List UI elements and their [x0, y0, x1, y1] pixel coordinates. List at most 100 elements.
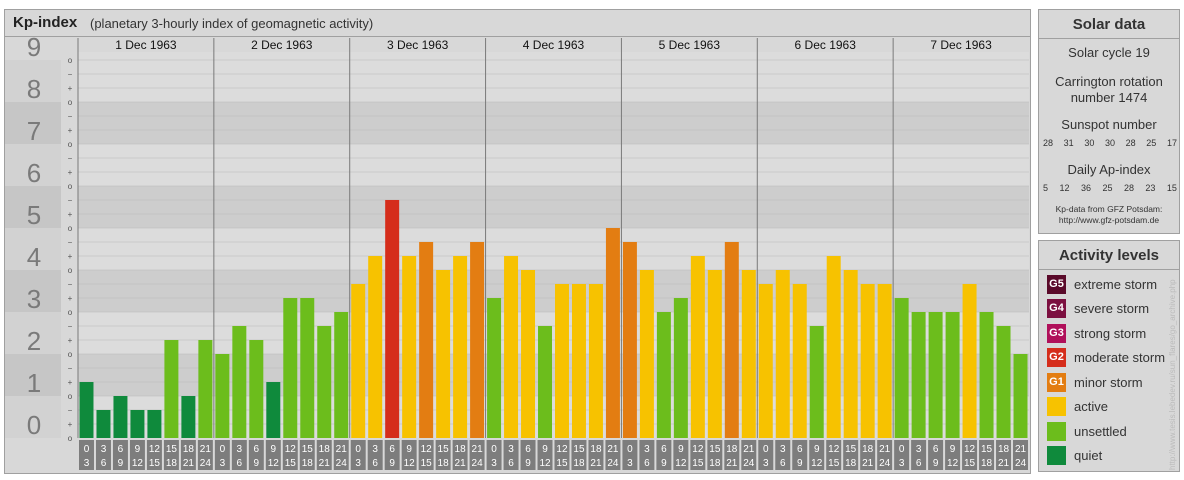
interval-start-label: 6	[389, 444, 395, 455]
interval-end-label: 3	[763, 458, 769, 469]
interval-start-label: 9	[950, 444, 956, 455]
interval-end-label: 18	[302, 458, 314, 469]
interval-end-label: 6	[508, 458, 514, 469]
y-level-label: 7	[27, 116, 41, 146]
day-header-band	[78, 38, 1029, 52]
interval-end-label: 15	[692, 458, 704, 469]
interval-end-label: 6	[644, 458, 650, 469]
ap-label: Daily Ap-index	[1067, 162, 1151, 177]
interval-start-label: 0	[220, 444, 226, 455]
sub-tick-label: o	[68, 308, 73, 317]
legend-g1: G1 minor storm	[1047, 372, 1143, 392]
chart-subtitle: (planetary 3-hourly index of geomagnetic…	[90, 16, 374, 31]
interval-end-label: 3	[220, 458, 226, 469]
interval-end-label: 24	[472, 458, 484, 469]
interval-start-label: 12	[421, 444, 433, 455]
sub-tick-label: o	[68, 266, 73, 275]
sub-tick-label: −	[68, 280, 73, 289]
interval-box	[605, 440, 621, 470]
kp-bar	[928, 312, 943, 438]
interval-box	[928, 440, 944, 470]
y-label-band	[5, 396, 61, 438]
interval-end-label: 24	[336, 458, 348, 469]
interval-start-label: 18	[455, 444, 467, 455]
kp-bar	[334, 312, 349, 438]
interval-end-label: 3	[899, 458, 905, 469]
interval-start-label: 9	[406, 444, 412, 455]
kp-bar	[588, 283, 603, 438]
interval-start-label: 21	[472, 444, 484, 455]
interval-end-label: 18	[573, 458, 585, 469]
sub-tick-label: −	[68, 196, 73, 205]
interval-start-label: 18	[590, 444, 602, 455]
interval-end-label: 21	[726, 458, 738, 469]
kp-bar	[164, 340, 179, 438]
kp-bar	[877, 283, 892, 438]
interval-start-label: 15	[302, 444, 314, 455]
interval-box	[877, 440, 893, 470]
interval-box	[282, 440, 298, 470]
interval-start-label: 12	[149, 444, 161, 455]
interval-end-label: 24	[1015, 458, 1027, 469]
ap-value: 36	[1080, 183, 1091, 193]
interval-start-label: 12	[285, 444, 297, 455]
solar-cycle: Solar cycle 19	[1068, 45, 1150, 60]
interval-end-label: 21	[998, 458, 1010, 469]
interval-end-label: 18	[166, 458, 178, 469]
y-level-label: 4	[27, 242, 41, 272]
interval-box	[911, 440, 927, 470]
interval-box	[792, 440, 808, 470]
interval-start-label: 3	[101, 444, 107, 455]
kp-bar	[368, 256, 383, 438]
interval-start-label: 15	[709, 444, 721, 455]
legend-swatch-quiet	[1047, 445, 1066, 465]
legend-swatch-g4: G4	[1047, 298, 1066, 318]
kp-bar	[622, 241, 637, 438]
kp-bar	[792, 283, 807, 438]
sub-tick-label: +	[68, 126, 73, 135]
kp-bar	[419, 241, 434, 438]
sunspot-value: 28	[1125, 138, 1136, 148]
interval-start-label: 9	[542, 444, 548, 455]
sub-tick-label: o	[68, 392, 73, 401]
day-label: 5 Dec 1963	[659, 38, 721, 52]
interval-box	[435, 440, 451, 470]
interval-end-label: 18	[981, 458, 993, 469]
interval-end-label: 12	[811, 458, 823, 469]
interval-box	[962, 440, 978, 470]
credit-link[interactable]: http://www.gfz-potsdam.de	[1058, 215, 1160, 225]
interval-end-label: 21	[319, 458, 331, 469]
legend-swatch-active	[1047, 396, 1066, 416]
interval-start-label: 21	[336, 444, 348, 455]
interval-end-label: 6	[237, 458, 243, 469]
kp-bar	[181, 396, 196, 438]
sub-tick-label: +	[68, 84, 73, 93]
interval-box	[860, 440, 876, 470]
interval-start-label: 6	[933, 444, 939, 455]
interval-start-label: 6	[661, 444, 667, 455]
kp-bar	[673, 298, 688, 438]
interval-start-label: 21	[879, 444, 891, 455]
kp-bar	[147, 409, 162, 438]
sub-tick-label: o	[68, 224, 73, 233]
kp-bar	[911, 312, 926, 438]
kp-bar	[996, 325, 1011, 438]
carrington-line-1: Carrington rotation	[1055, 74, 1163, 89]
interval-end-label: 18	[709, 458, 721, 469]
interval-box	[180, 440, 196, 470]
interval-end-label: 15	[964, 458, 976, 469]
interval-end-label: 24	[879, 458, 891, 469]
interval-end-label: 3	[491, 458, 497, 469]
sub-tick-label: +	[68, 168, 73, 177]
y-label-band	[5, 102, 61, 144]
interval-box	[401, 440, 417, 470]
kp-bar	[945, 312, 960, 438]
kp-bar	[266, 382, 281, 438]
interval-start-label: 0	[627, 444, 633, 455]
interval-start-label: 0	[491, 444, 497, 455]
kp-bar	[79, 382, 94, 438]
y-level-label: 2	[27, 326, 41, 356]
legend-g4: G4 severe storm	[1047, 298, 1149, 318]
kp-bar	[402, 256, 417, 438]
kp-bar	[504, 256, 519, 438]
